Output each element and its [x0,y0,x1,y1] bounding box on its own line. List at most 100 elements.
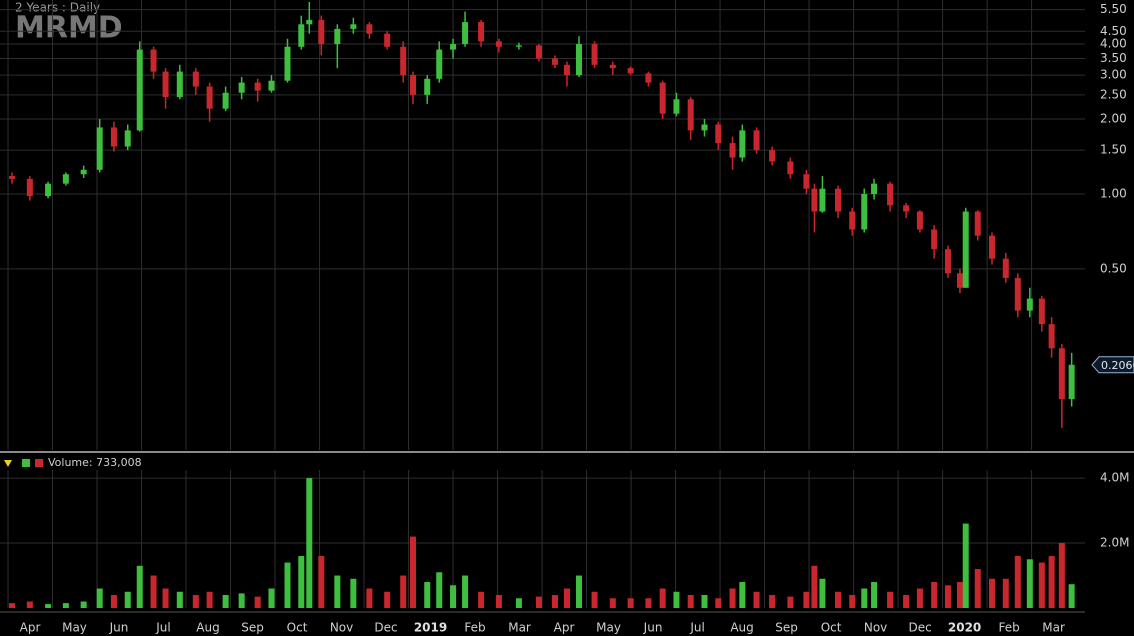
volume-bar [861,588,868,608]
volume-bar [1014,556,1021,608]
candle-body [659,82,666,114]
volume-bar [150,575,157,608]
volume-bar [1048,556,1055,608]
x-tick-label: Jun [643,621,663,635]
candle-body [409,75,416,95]
volume-bar [350,578,357,608]
candle-body [974,211,981,236]
candle-body [462,22,469,45]
volume-bar [1038,562,1045,608]
candle-body [916,211,923,230]
candle-body [162,71,169,98]
down-volume-swatch [35,459,43,467]
x-tick-label: Aug [196,621,219,635]
candle-body [687,99,694,131]
y-tick-label: 3.00 [1100,68,1127,82]
volume-bar [1002,578,1009,608]
candle-body [988,235,995,259]
candle-body [1048,324,1055,349]
volume-bar [627,598,634,608]
volume-bar [366,588,373,608]
volume-bar [206,591,213,608]
volume-bar [715,598,722,608]
x-tick-label: Feb [464,621,485,635]
y-tick-label: 5.50 [1100,2,1127,16]
candle-body [563,64,570,76]
volume-bar [849,595,856,608]
volume-title: Volume: 733,008 [48,456,142,469]
candle-body [124,130,131,147]
collapse-icon[interactable] [4,460,12,467]
y-tick-label: 1.00 [1100,186,1127,200]
candle-body [268,80,275,91]
volume-bar [739,582,746,608]
volume-bar [962,523,969,608]
volume-bar [753,591,760,608]
candle-body [254,82,261,91]
volume-bar [192,595,199,608]
y-tick-label: 2.00 [1100,111,1127,125]
volume-bar [424,582,431,608]
candle-body [306,19,313,25]
volume-bar [1026,559,1033,608]
candle-body [424,78,431,95]
volume-bar [96,588,103,608]
y-tick-label: 0.50 [1100,261,1127,275]
candle-body [739,130,746,158]
volume-bar [238,593,245,608]
candle-body [931,229,938,250]
volume-bar [575,575,582,608]
x-tick-label: Oct [821,621,842,635]
candle-body [715,124,722,144]
volume-bar [956,582,963,608]
candle-body [753,130,760,151]
x-tick-label: Oct [287,621,308,635]
candle-body [495,41,502,47]
volume-bar [769,595,776,608]
candle-body [645,73,652,83]
x-tick-label: Aug [730,621,753,635]
candle-body [1038,298,1045,325]
volume-bar [222,595,229,608]
candle-body [535,45,542,59]
volume-bar [1068,584,1075,608]
y-tick-label: 2.0M [1100,536,1129,550]
candle-body [96,127,103,170]
volume-bar [916,588,923,608]
candle-body [9,176,16,179]
x-tick-label: Jul [155,621,170,635]
candle-body [318,19,325,45]
candle-body [811,188,818,212]
chart-title: MRMD [15,11,123,46]
candle-body [192,71,199,87]
x-tick-label: Sep [775,621,798,635]
y-tick-label: 4.00 [1100,37,1127,51]
x-tick-label: May [62,621,87,635]
candle-body [110,127,117,147]
up-volume-swatch [22,459,30,467]
candle-body [551,58,558,65]
candle-body [298,24,305,47]
x-tick-label: Dec [374,621,397,635]
volume-bar [515,598,522,608]
candle-body [769,150,776,162]
volume-bar [162,588,169,608]
candle-body [729,143,736,158]
volume-bar [80,601,87,608]
last-price-tag [1091,356,1134,374]
volume-bar [110,595,117,608]
candle-body [956,273,963,288]
candle-body [350,24,357,29]
volume-bar [931,582,938,608]
candle-body [450,44,457,50]
candle-body [609,64,616,69]
candle-body [575,44,582,76]
candle-body [176,71,183,98]
volume-bar [436,572,443,608]
volume-bar [687,595,694,608]
volume-bar [124,591,131,608]
volume-bar [563,588,570,608]
x-tick-label: Nov [330,621,353,635]
volume-bar [819,578,826,608]
